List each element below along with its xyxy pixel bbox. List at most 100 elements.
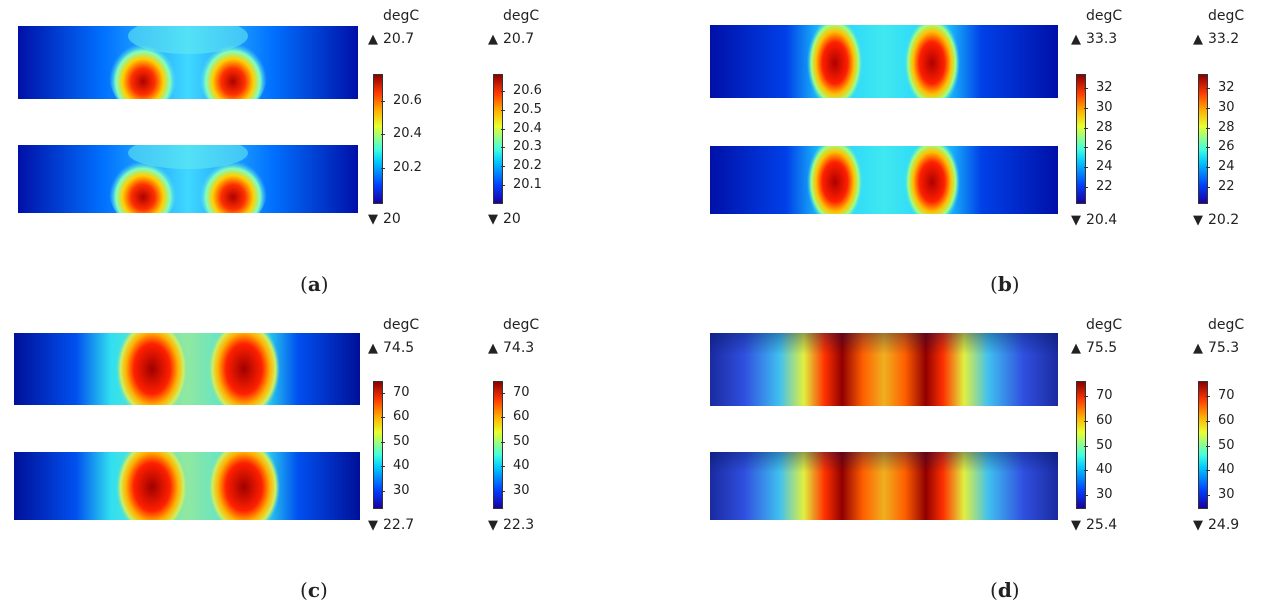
- colorbar-tick: 50: [1084, 438, 1113, 453]
- colorbar-tick: 30: [381, 483, 410, 498]
- colorbar-max: ▲ 74.5: [368, 340, 415, 356]
- temperature-map-d-top: [710, 333, 1058, 406]
- colorbar-tick: 20.5: [501, 102, 542, 117]
- max-triangle-icon: ▲: [488, 341, 498, 356]
- temperature-map-c-bottom: [14, 452, 360, 520]
- temperature-map-a-top: [18, 26, 358, 99]
- colorbar-tick: 30: [1206, 487, 1235, 502]
- colorbar-min: ▼ 20: [368, 211, 401, 227]
- temperature-map-b-bottom: [710, 146, 1058, 214]
- max-triangle-icon: ▲: [368, 32, 378, 47]
- colorbar: [1198, 381, 1208, 509]
- temperature-map-c-top: [14, 333, 360, 405]
- colorbar-min: ▼ 25.4: [1071, 517, 1118, 533]
- min-triangle-icon: ▼: [1071, 213, 1081, 228]
- colorbar: [493, 381, 503, 509]
- colorbar-tick: 28: [1084, 120, 1113, 135]
- colorbar-tick: 24: [1084, 159, 1113, 174]
- colorbar-tick: 40: [1084, 462, 1113, 477]
- colorbar-max: ▲ 74.3: [488, 340, 535, 356]
- colorbar-unit: degC: [503, 317, 540, 333]
- colorbar-tick: 22: [1206, 179, 1235, 194]
- colorbar-tick: 70: [501, 385, 530, 400]
- colorbar-tick: 50: [501, 434, 530, 449]
- colorbar: [373, 74, 383, 204]
- caption-d: (d): [990, 578, 1020, 602]
- colorbar-max: ▲ 20.7: [488, 31, 535, 47]
- colorbar-tick: 50: [1206, 438, 1235, 453]
- colorbar: [373, 381, 383, 509]
- colorbar-tick: 22: [1084, 179, 1113, 194]
- colorbar-unit: degC: [383, 317, 420, 333]
- max-triangle-icon: ▲: [488, 32, 498, 47]
- colorbar-min: ▼ 20: [488, 211, 521, 227]
- colorbar-min: ▼ 20.4: [1071, 212, 1118, 228]
- colorbar-tick: 30: [501, 483, 530, 498]
- min-triangle-icon: ▼: [1193, 213, 1203, 228]
- min-triangle-icon: ▼: [368, 518, 378, 533]
- colorbar-tick: 20.2: [501, 158, 542, 173]
- colorbar-tick: 60: [1084, 413, 1113, 428]
- colorbar-tick: 32: [1084, 80, 1113, 95]
- colorbar: [493, 74, 503, 204]
- colorbar-tick: 70: [1084, 388, 1113, 403]
- colorbar-tick: 60: [501, 409, 530, 424]
- colorbar-unit: degC: [1208, 317, 1245, 333]
- max-triangle-icon: ▲: [1193, 32, 1203, 47]
- colorbar-tick: 30: [1084, 487, 1113, 502]
- colorbar-tick: 20.4: [501, 121, 542, 136]
- colorbar-min: ▼ 22.3: [488, 517, 535, 533]
- colorbar: [1076, 381, 1086, 509]
- colorbar-min: ▼ 24.9: [1193, 517, 1240, 533]
- colorbar-unit: degC: [1208, 8, 1245, 24]
- max-triangle-icon: ▲: [1071, 341, 1081, 356]
- colorbar-max: ▲ 20.7: [368, 31, 415, 47]
- max-triangle-icon: ▲: [368, 341, 378, 356]
- temperature-map-a-bottom: [18, 145, 358, 213]
- colorbar-tick: 32: [1206, 80, 1235, 95]
- max-triangle-icon: ▲: [1193, 341, 1203, 356]
- min-triangle-icon: ▼: [1071, 518, 1081, 533]
- temperature-map-d-bottom: [710, 452, 1058, 520]
- colorbar: [1198, 74, 1208, 204]
- colorbar-unit: degC: [383, 8, 420, 24]
- colorbar-tick: 40: [1206, 462, 1235, 477]
- colorbar-max: ▲ 33.3: [1071, 31, 1118, 47]
- colorbar-tick: 70: [381, 385, 410, 400]
- colorbar-tick: 20.6: [501, 83, 542, 98]
- colorbar-tick: 30: [1084, 100, 1113, 115]
- colorbar-max: ▲ 75.3: [1193, 340, 1240, 356]
- caption-b: (b): [990, 272, 1020, 296]
- max-triangle-icon: ▲: [1071, 32, 1081, 47]
- caption-c: (c): [300, 578, 328, 602]
- colorbar-tick: 30: [1206, 100, 1235, 115]
- colorbar-tick: 20.4: [381, 126, 422, 141]
- colorbar-tick: 20.1: [501, 177, 542, 192]
- colorbar-min: ▼ 22.7: [368, 517, 415, 533]
- colorbar: [1076, 74, 1086, 204]
- colorbar-unit: degC: [503, 8, 540, 24]
- colorbar-tick: 70: [1206, 388, 1235, 403]
- colorbar-unit: degC: [1086, 8, 1123, 24]
- caption-a: (a): [300, 272, 329, 296]
- colorbar-tick: 26: [1084, 139, 1113, 154]
- colorbar-tick: 24: [1206, 159, 1235, 174]
- colorbar-tick: 60: [1206, 413, 1235, 428]
- min-triangle-icon: ▼: [488, 518, 498, 533]
- colorbar-tick: 60: [381, 409, 410, 424]
- min-triangle-icon: ▼: [368, 212, 378, 227]
- colorbar-tick: 20.6: [381, 93, 422, 108]
- colorbar-tick: 40: [501, 458, 530, 473]
- colorbar-tick: 50: [381, 434, 410, 449]
- min-triangle-icon: ▼: [1193, 518, 1203, 533]
- colorbar-tick: 28: [1206, 120, 1235, 135]
- temperature-map-b-top: [710, 25, 1058, 98]
- colorbar-tick: 26: [1206, 139, 1235, 154]
- colorbar-max: ▲ 75.5: [1071, 340, 1118, 356]
- colorbar-max: ▲ 33.2: [1193, 31, 1240, 47]
- min-triangle-icon: ▼: [488, 212, 498, 227]
- colorbar-tick: 20.2: [381, 160, 422, 175]
- colorbar-min: ▼ 20.2: [1193, 212, 1240, 228]
- colorbar-unit: degC: [1086, 317, 1123, 333]
- colorbar-tick: 20.3: [501, 139, 542, 154]
